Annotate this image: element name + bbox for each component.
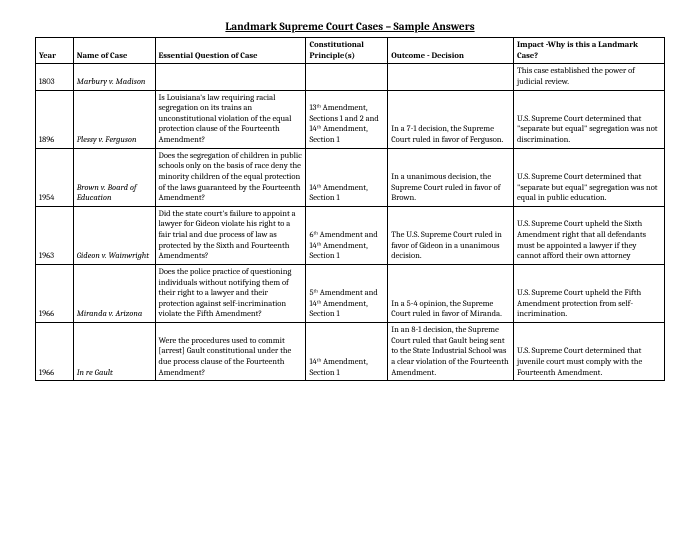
cell-impact: U.S. Supreme Court upheld the Fifth Amen… [514,264,665,322]
cell-outcome: In a 5-4 opinion, the Supreme Court rule… [388,264,514,322]
cell-year: 1803 [36,64,74,90]
cell-impact: U.S. Supreme Court determined that juven… [514,323,665,381]
cell-principle: 13ᵗʰ Amendment, Sections 1 and 2 and 14ᵗ… [306,90,388,148]
header-row: Year Name of Case Essential Question of … [36,38,665,64]
cell-year: 1966 [36,323,74,381]
cell-outcome [388,64,514,90]
header-principle: Constitutional Principle(s) [306,38,388,64]
cell-question: Does the police practice of questioning … [155,264,306,322]
cell-year: 1963 [36,206,74,264]
cell-principle [306,64,388,90]
cell-question: Does the segregation of children in publ… [155,148,306,206]
page-title: Landmark Supreme Court Cases – Sample An… [35,20,665,33]
cell-principle: 6ᵗʰ Amendment and 14ᵗʰ Amendment, Sectio… [306,206,388,264]
cell-case-name: Marbury v. Madison [73,64,155,90]
cell-case-name: Plessy v. Ferguson [73,90,155,148]
cell-outcome: The U.S. Supreme Court ruled in favor of… [388,206,514,264]
table-row: 1954Brown v. Board of EducationDoes the … [36,148,665,206]
cell-question: Were the procedures used to commit [arre… [155,323,306,381]
cell-year: 1966 [36,264,74,322]
cases-table: Year Name of Case Essential Question of … [35,37,665,381]
header-year: Year [36,38,74,64]
cell-outcome: In an 8-1 decision, the Supreme Court ru… [388,323,514,381]
cell-principle: 5ᵗʰ Amendment and 14ᵗʰ Amendment, Sectio… [306,264,388,322]
table-row: 1963Gideon v. WainwrightDid the state co… [36,206,665,264]
header-impact: Impact -Why is this a Landmark Case? [514,38,665,64]
cell-principle: 14ᵗʰ Amendment, Section 1 [306,323,388,381]
cell-impact: U.S. Supreme Court determined that "sepa… [514,148,665,206]
table-row: 1896Plessy v. FergusonIs Louisiana's law… [36,90,665,148]
cell-year: 1954 [36,148,74,206]
table-row: 1966Miranda v. ArizonaDoes the police pr… [36,264,665,322]
cell-outcome: In a 7-1 decision, the Supreme Court rul… [388,90,514,148]
cell-case-name: Miranda v. Arizona [73,264,155,322]
cell-impact: U.S. Supreme Court upheld the Sixth Amen… [514,206,665,264]
cell-question [155,64,306,90]
cell-case-name: In re Gault [73,323,155,381]
table-row: 1966In re GaultWere the procedures used … [36,323,665,381]
cell-principle: 14ᵗʰ Amendment, Section 1 [306,148,388,206]
cell-question: Did the state court's failure to appoint… [155,206,306,264]
table-row: 1803Marbury v. Madison This case establis… [36,64,665,90]
cell-case-name: Brown v. Board of Education [73,148,155,206]
cell-case-name: Gideon v. Wainwright [73,206,155,264]
header-outcome: Outcome - Decision [388,38,514,64]
cell-outcome: In a unanimous decision, the Supreme Cou… [388,148,514,206]
cell-question: Is Louisiana's law requiring racial segr… [155,90,306,148]
header-question: Essential Question of Case [155,38,306,64]
cell-impact: U.S. Supreme Court determined that "sepa… [514,90,665,148]
header-name: Name of Case [73,38,155,64]
cell-impact: This case established the power of judic… [514,64,665,90]
cell-year: 1896 [36,90,74,148]
